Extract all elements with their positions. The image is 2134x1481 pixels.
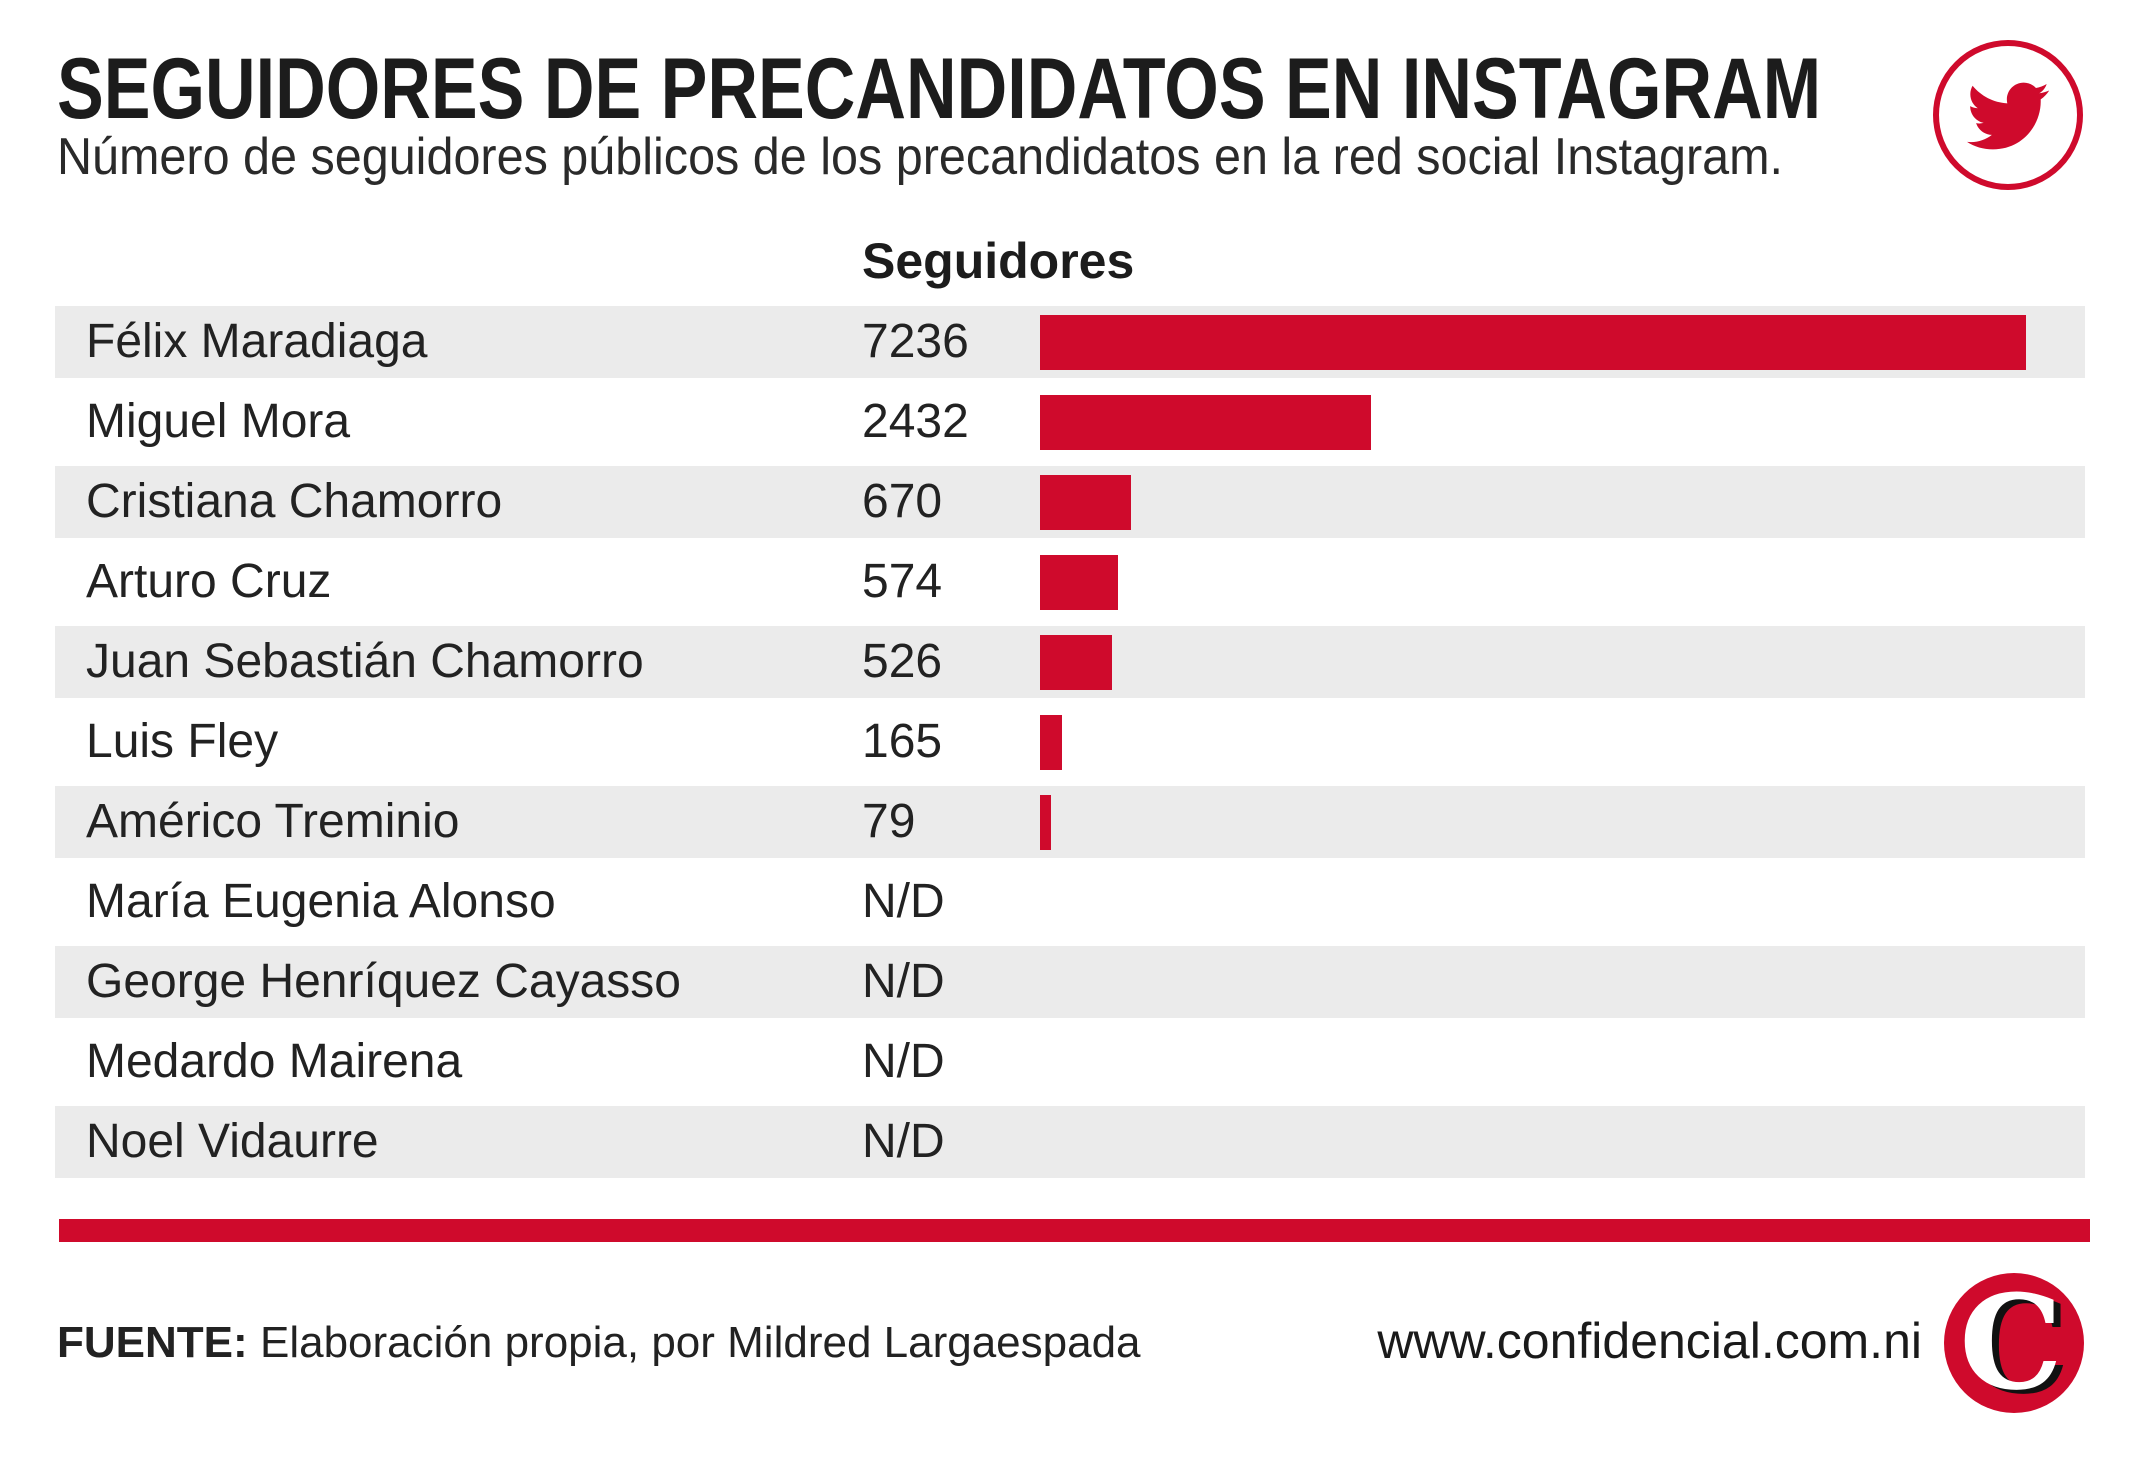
follower-count: 165	[862, 715, 943, 768]
follower-count: N/D	[862, 955, 945, 1008]
follower-count: 7236	[862, 315, 969, 368]
subtitle-container: Número de seguidores públicos de los pre…	[57, 127, 1957, 191]
website-url: www.confidencial.com.ni	[1377, 1313, 1922, 1369]
follower-bar	[1040, 715, 1063, 770]
table-row: Américo Treminio 79	[55, 782, 2085, 862]
table-row: Juan Sebastián Chamorro 526	[55, 622, 2085, 702]
table-row: Luis Fley 165	[55, 702, 2085, 782]
candidate-name: Juan Sebastián Chamorro	[86, 635, 644, 688]
candidate-name: Félix Maradiaga	[86, 315, 428, 368]
candidate-name: George Henríquez Cayasso	[86, 955, 681, 1008]
table-row: Noel Vidaurre N/D	[55, 1102, 2085, 1182]
logo-letter: C	[1959, 1270, 2062, 1416]
follower-count: 2432	[862, 395, 969, 448]
follower-count: N/D	[862, 1035, 945, 1088]
candidate-name: Cristiana Chamorro	[86, 475, 503, 528]
column-header-followers: Seguidores	[862, 233, 1135, 289]
chart-title: SEGUIDORES DE PRECANDIDATOS EN INSTAGRAM	[57, 46, 1822, 132]
red-divider-line	[59, 1219, 2090, 1242]
follower-count: 526	[862, 635, 943, 688]
candidate-name: María Eugenia Alonso	[86, 875, 556, 928]
candidate-name: Américo Treminio	[86, 795, 460, 848]
table-row: Félix Maradiaga 7236	[55, 302, 2085, 382]
candidate-name: Miguel Mora	[86, 395, 351, 448]
twitter-bird-icon	[1967, 82, 2050, 150]
candidate-name: Luis Fley	[86, 715, 279, 768]
title-container: SEGUIDORES DE PRECANDIDATOS EN INSTAGRAM	[57, 46, 1957, 132]
table-row: Arturo Cruz 574	[55, 542, 2085, 622]
follower-bar	[1040, 475, 1132, 530]
table-row: George Henríquez Cayasso N/D	[55, 942, 2085, 1022]
source-text: Elaboración propia, por Mildred Largaesp…	[259, 1318, 1141, 1367]
follower-bar	[1040, 795, 1051, 850]
logo-letter-shadow: C	[1966, 1270, 2069, 1416]
table-row: Medardo Mairena N/D	[55, 1022, 2085, 1102]
twitter-icon	[1933, 40, 2083, 190]
candidate-name: Medardo Mairena	[86, 1035, 463, 1088]
follower-count: 79	[862, 795, 916, 848]
table-row: María Eugenia Alonso N/D	[55, 862, 2085, 942]
confidencial-logo-icon: C C	[1944, 1270, 2084, 1416]
table-row: Cristiana Chamorro 670	[55, 462, 2085, 542]
follower-bar	[1040, 635, 1112, 690]
follower-count: N/D	[862, 1115, 945, 1168]
table-row: Miguel Mora 2432	[55, 382, 2085, 462]
follower-bar	[1040, 395, 1372, 450]
candidate-name: Noel Vidaurre	[86, 1115, 379, 1168]
candidate-name: Arturo Cruz	[86, 555, 332, 608]
follower-count: 670	[862, 475, 943, 528]
follower-bar	[1040, 555, 1119, 610]
source-line: FUENTE: Elaboración propia, por Mildred L…	[57, 1317, 1141, 1369]
logo-circle	[1944, 1273, 2084, 1413]
source-label: FUENTE:	[57, 1318, 248, 1367]
follower-bar	[1040, 315, 2026, 370]
chart-subtitle: Número de seguidores públicos de los pre…	[57, 128, 1783, 186]
follower-count: N/D	[862, 875, 945, 928]
follower-count: 574	[862, 555, 943, 608]
bar-table: Félix Maradiaga 7236 Miguel Mora 2432 Cristi…	[55, 302, 2085, 1182]
